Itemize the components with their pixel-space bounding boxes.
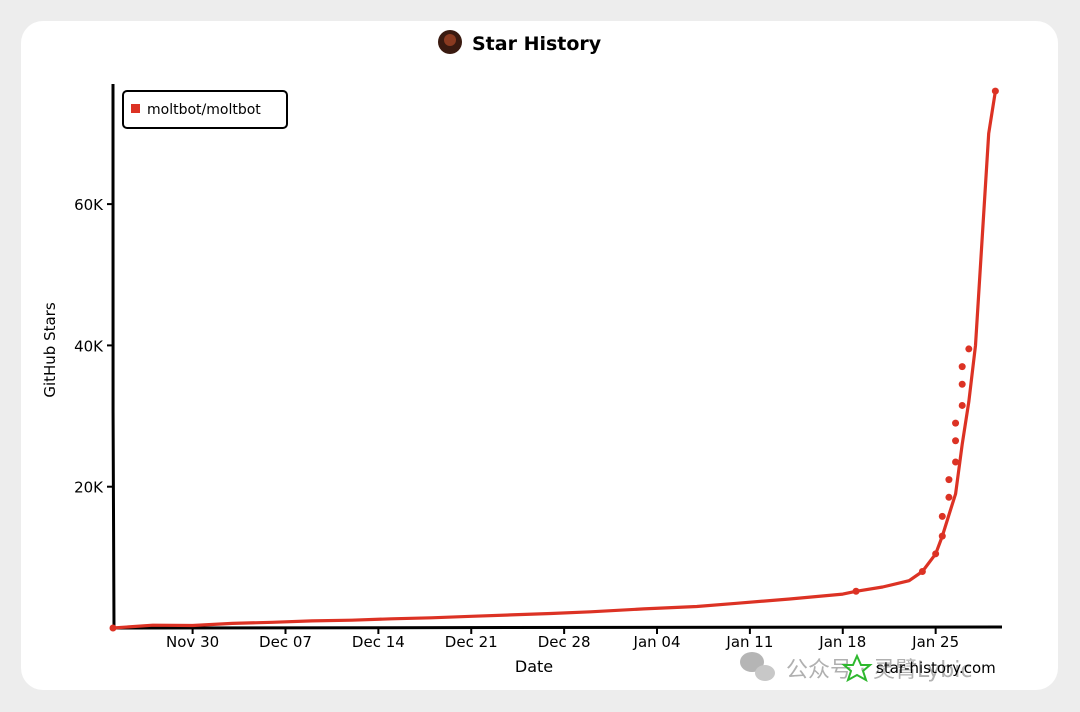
x-axis — [110, 625, 1003, 630]
series-layer — [109, 87, 999, 632]
x-tick-label: Jan 18 — [818, 633, 866, 651]
data-point — [958, 380, 966, 388]
data-point — [958, 401, 966, 409]
y-ticks: 20K 40K 60K — [74, 196, 113, 497]
x-tick-label: Nov 30 — [166, 633, 219, 651]
data-point — [938, 532, 946, 540]
data-point — [952, 458, 960, 466]
y-tick-label: 60K — [74, 196, 104, 214]
avatar-icon-face — [444, 34, 456, 46]
legend-box — [122, 90, 288, 129]
x-ticks: Nov 30 Dec 07 Dec 14 Dec 21 Dec 28 Jan 04 Jan … — [166, 628, 959, 651]
data-point — [958, 363, 966, 371]
data-point — [852, 587, 860, 595]
x-tick-label: Dec 28 — [538, 633, 591, 651]
star-history-logo-icon — [841, 653, 873, 683]
x-tick-label: Dec 07 — [259, 633, 312, 651]
y-axis — [111, 83, 116, 629]
x-tick-label: Jan 11 — [725, 633, 773, 651]
data-point — [945, 476, 953, 484]
data-point — [991, 87, 999, 95]
data-point — [952, 419, 960, 427]
legend-label: moltbot/moltbot — [147, 102, 261, 118]
y-tick-label: 40K — [74, 337, 104, 355]
data-point — [932, 550, 940, 558]
chart-title-text: Star History — [472, 33, 602, 55]
legend: moltbot/moltbot — [122, 90, 288, 129]
footer-site-link[interactable]: star-history.com — [876, 659, 996, 677]
x-tick-label: Jan 25 — [911, 633, 959, 651]
chart-title: Star History — [438, 30, 602, 55]
x-tick-label: Dec 21 — [445, 633, 498, 651]
y-axis-label: GitHub Stars — [41, 302, 59, 398]
data-point — [952, 437, 960, 445]
data-point — [109, 624, 117, 632]
legend-swatch — [131, 104, 140, 113]
data-point — [945, 493, 953, 501]
watermark-text: 公众号 · 灵臂Lybic — [786, 658, 972, 683]
chart-card — [21, 21, 1058, 690]
data-point — [938, 512, 946, 520]
footer: 公众号 · 灵臂Lybic star-history.com — [740, 652, 996, 683]
series-line — [111, 89, 997, 630]
x-tick-label: Jan 04 — [633, 633, 681, 651]
wechat-icon — [740, 652, 775, 681]
data-point — [965, 345, 973, 353]
data-point — [918, 567, 926, 575]
x-axis-label: Date — [515, 657, 553, 676]
y-tick-label: 20K — [74, 479, 104, 497]
x-tick-label: Dec 14 — [352, 633, 405, 651]
